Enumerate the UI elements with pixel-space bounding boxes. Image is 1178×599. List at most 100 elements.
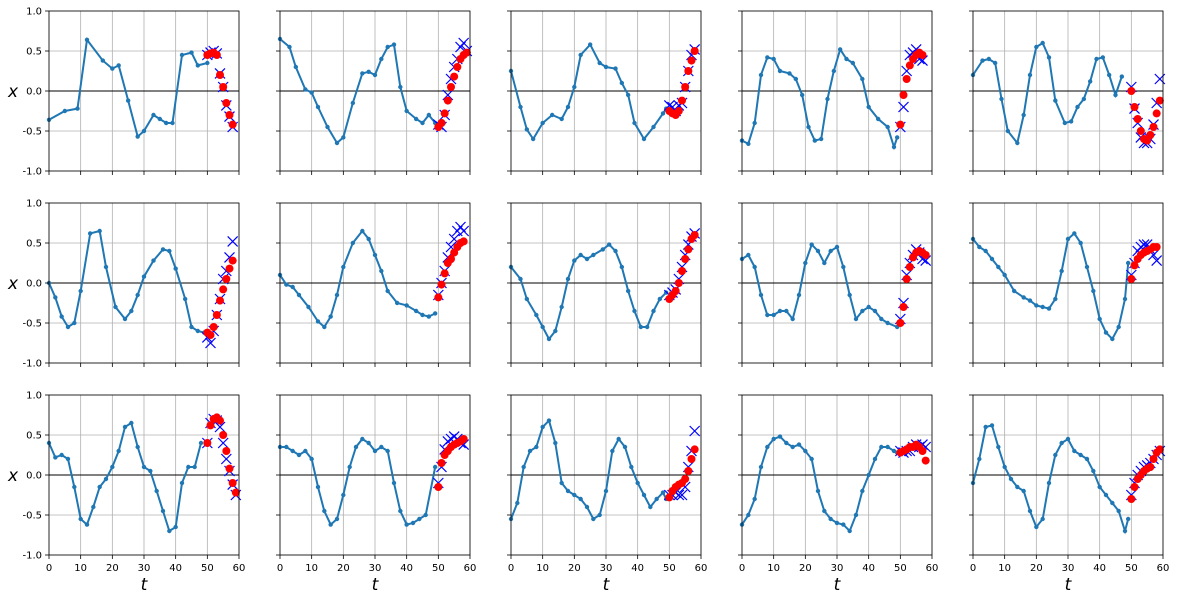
series-point — [1015, 140, 1020, 146]
series-point — [597, 60, 602, 66]
series-point — [803, 448, 808, 454]
series-point — [591, 516, 596, 522]
series-point — [1122, 528, 1128, 534]
actual-point — [217, 437, 229, 449]
series-line — [279, 229, 436, 329]
x-tick-label: 10 — [767, 563, 780, 574]
prediction-point — [684, 245, 693, 254]
series-point — [891, 144, 897, 150]
series-point — [790, 444, 795, 450]
subplot-3-5: 0 10 20 30 40 50 60 t — [969, 394, 1169, 595]
series-point — [1078, 452, 1083, 458]
y-tick-label: 0.0 — [26, 279, 42, 290]
series-point — [334, 516, 340, 522]
series-point — [771, 56, 776, 62]
series-line — [741, 47, 899, 151]
series-point — [860, 488, 865, 494]
series-point — [413, 308, 419, 314]
series-point — [1122, 296, 1128, 302]
series-point — [657, 296, 663, 302]
series-line — [510, 42, 668, 141]
series-point — [790, 316, 795, 322]
series-point — [635, 480, 640, 486]
series-point — [651, 308, 656, 314]
x-tick-label: 40 — [1093, 563, 1106, 574]
subplot-2-4 — [738, 202, 933, 367]
series-point — [999, 96, 1004, 102]
series-point — [341, 264, 346, 270]
y-tick-label: 0.0 — [26, 471, 42, 482]
series-point — [518, 104, 523, 110]
series-point — [173, 524, 178, 530]
series-point — [530, 136, 536, 142]
series-point — [1015, 484, 1020, 490]
series-point — [1053, 452, 1058, 458]
series-point — [1027, 72, 1033, 78]
subplot-1-4 — [738, 10, 933, 175]
series-point — [825, 96, 830, 102]
x-axis-label: t — [603, 575, 611, 595]
series-point — [524, 296, 530, 302]
series-point — [116, 63, 121, 68]
subplot-3-1: -1.0 -0.5 0.0 0.5 1.0 x 0 10 20 30 40 50 60 t — [7, 391, 245, 596]
subplot-1-3 — [507, 10, 702, 175]
prediction-point — [212, 311, 221, 319]
prediction-point — [681, 83, 690, 91]
x-tick-label: 60 — [464, 563, 477, 574]
actual-point-stroke — [445, 241, 457, 253]
x-tick-label: 40 — [862, 563, 875, 574]
series-point — [179, 480, 185, 486]
x-tick-label: 10 — [74, 563, 87, 574]
prediction-point — [219, 285, 228, 294]
series-point — [616, 436, 621, 442]
series-point — [828, 516, 833, 522]
series-point — [309, 90, 314, 95]
actual-point — [214, 421, 226, 433]
series-line — [741, 435, 898, 533]
actual-point — [458, 225, 470, 237]
series-point — [1084, 264, 1090, 270]
series-point — [322, 324, 327, 330]
series-point — [167, 528, 172, 534]
series-point — [1106, 72, 1112, 78]
series-point — [1046, 306, 1052, 311]
series-point — [565, 104, 571, 110]
prediction-point — [918, 447, 927, 455]
series-point — [366, 69, 371, 75]
series-point — [822, 260, 827, 266]
prediction-point — [1130, 103, 1139, 111]
series-point — [1119, 74, 1125, 79]
prediction-point — [209, 323, 218, 331]
series-point — [151, 258, 156, 263]
series-point — [205, 60, 210, 66]
actual-point-stroke — [1151, 255, 1163, 267]
actual-point — [898, 101, 909, 113]
series-point — [334, 292, 340, 298]
series-point — [398, 84, 403, 90]
x-axis-label: t — [372, 575, 380, 595]
series-point — [584, 256, 590, 262]
series-point — [980, 58, 985, 63]
x-tick-label: 30 — [138, 563, 151, 574]
series-point — [752, 264, 757, 270]
series-point — [989, 423, 995, 428]
x-tick-label: 10 — [536, 563, 549, 574]
series-point — [353, 444, 359, 450]
series-point — [885, 444, 890, 450]
series-point — [1021, 112, 1026, 118]
series-point — [1094, 56, 1099, 62]
series-point — [787, 71, 792, 76]
subplot-1-1: -1.0 -0.5 0.0 0.5 1.0 x — [7, 7, 240, 178]
series-point — [847, 528, 852, 534]
x-tick-label: 0 — [739, 563, 745, 574]
series-point — [350, 100, 356, 106]
series-point — [641, 492, 647, 498]
series-point — [1008, 476, 1014, 482]
series-point — [578, 52, 583, 58]
prediction-point — [684, 467, 693, 475]
series-point — [793, 76, 799, 82]
series-point — [834, 244, 840, 250]
series-point — [559, 304, 564, 310]
series-point — [372, 252, 378, 258]
x-tick-label: 50 — [201, 563, 214, 574]
